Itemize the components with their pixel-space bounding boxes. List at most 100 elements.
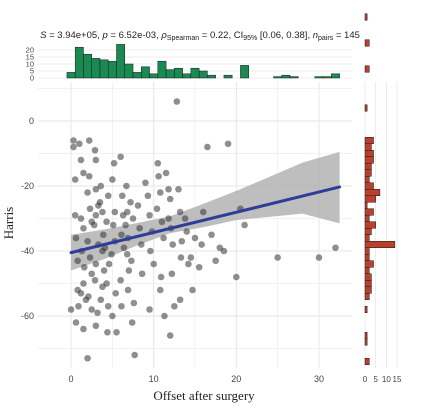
data-point [103,218,110,226]
data-point [146,211,153,219]
data-point [171,302,178,310]
x-tick-label: 20 [231,374,241,384]
top-hist-bar [281,74,291,79]
top-hist-bar [83,53,92,79]
right-hist-bar [364,163,372,170]
data-point [110,159,118,167]
data-point [274,254,281,261]
data-point [117,276,124,284]
right-hist-bar [364,143,372,151]
data-point [166,332,174,339]
right-hist-bar [364,338,368,346]
data-point [158,218,166,226]
data-point [176,208,184,216]
data-point [165,185,172,193]
data-point [181,215,189,222]
data-point [153,205,161,213]
data-point [75,302,82,310]
data-point [154,159,162,167]
data-point [175,185,182,193]
data-point [80,169,87,177]
right-hist-bar [364,358,370,365]
data-point [332,244,339,252]
right-hist-bar [364,306,368,313]
data-point [156,286,164,294]
top-hist-bar [273,76,283,79]
data-point [91,146,99,154]
right-hist-bar [364,286,372,294]
data-point [88,270,96,278]
data-point [168,270,176,278]
top-hist-bar [107,60,117,79]
right-hist-bar [364,189,381,196]
top-hist-bar [132,72,142,79]
data-point [123,182,130,190]
data-point [315,254,323,261]
data-point [104,192,112,200]
top-hist-bar [157,60,167,79]
top-hist-bar [99,59,109,79]
top-hist-bar [182,73,192,79]
top-hist-bar [74,46,84,79]
data-point [177,254,185,261]
right-hist-bar [364,254,370,261]
right-hist-bar [364,280,372,287]
data-point [86,254,94,261]
data-point [128,319,136,326]
data-point [162,169,170,177]
data-point [92,211,100,219]
top-hist-bar [207,74,216,79]
data-point [138,270,146,278]
right-hist-bar [364,215,370,222]
data-point [120,244,128,252]
data-point [109,176,116,183]
data-point [88,306,96,313]
data-point [84,189,91,196]
data-point [86,205,94,213]
x-tick-label: 0 [69,374,74,384]
data-point [76,140,83,148]
data-point [212,257,219,265]
data-point [92,322,100,330]
data-point [198,241,205,248]
right-hist-bar [364,39,370,47]
right-hist-bar [364,13,368,21]
data-point [118,192,126,200]
data-point [80,224,87,232]
data-point [118,302,125,310]
data-point [117,153,124,161]
data-point [157,273,165,281]
y-tick-label: 0 [29,116,34,126]
data-point [160,234,167,242]
top-hist-bar [190,67,200,79]
data-point [85,137,93,144]
data-point [129,215,137,222]
data-point [84,354,91,362]
right-hist-bar [364,234,370,242]
top-hist-bar [289,76,299,79]
y-tick-label: -60 [21,311,34,321]
data-point [91,276,99,284]
data-point [147,247,154,255]
top-hist-bar [331,73,340,79]
right-hist-tick-label: 0 [363,375,368,384]
right-hist-bar [364,332,368,339]
top-hist-tick-label: 15 [26,53,34,62]
data-point [131,351,138,359]
data-point [72,234,80,242]
top-hist-bar [174,67,183,79]
data-point [233,273,240,281]
x-tick-label: 30 [314,374,324,384]
data-point [97,182,105,190]
top-hist-tick-label: 10 [26,60,34,69]
y-tick-label: -40 [21,246,34,256]
data-point [77,156,85,164]
regression-line [69,185,342,255]
data-point [137,241,145,248]
right-hist-tick-label: 10 [382,375,391,384]
data-point [71,211,79,219]
data-point [142,179,149,187]
data-point [199,208,207,216]
top-hist-bar [314,76,324,79]
data-point [104,302,112,310]
